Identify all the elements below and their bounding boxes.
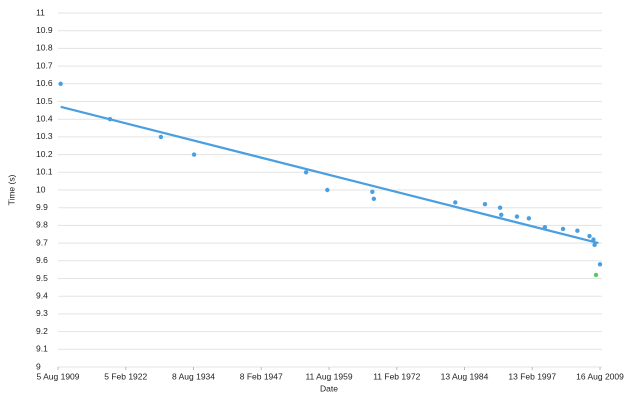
data-point	[526, 216, 532, 221]
x-tick-label: 5 Aug 1909	[36, 371, 79, 381]
y-tick-label: 9.1	[36, 344, 48, 354]
data-point	[597, 262, 603, 267]
y-tick-label: 10.1	[36, 167, 53, 177]
y-axis-label: Time (s)	[6, 174, 16, 205]
data-point	[587, 233, 592, 239]
data-point	[371, 196, 377, 202]
y-tick-label: 10	[36, 184, 46, 194]
data-point	[497, 205, 503, 210]
y-tick-label: 10.7	[36, 60, 53, 70]
x-tick-label: 13 Feb 1997	[508, 371, 556, 381]
y-tick-label: 9	[36, 361, 41, 371]
x-axis-label: Date	[320, 383, 338, 393]
trend-line	[60, 105, 599, 245]
y-tick-label: 9.5	[36, 273, 48, 283]
x-tick-label: 8 Feb 1947	[240, 371, 283, 381]
y-tick-label: 10.9	[36, 25, 53, 35]
x-tick-label: 13 Aug 1984	[441, 371, 489, 381]
y-tick-label: 9.2	[36, 326, 48, 336]
x-tick-label: 11 Feb 1972	[373, 371, 420, 381]
data-point	[325, 187, 330, 193]
y-tick-label: 10.5	[36, 96, 53, 106]
y-tick-label: 10.8	[36, 43, 53, 53]
x-tick-label: 16 Aug 2009	[576, 371, 624, 381]
y-tick-label: 9.9	[36, 202, 48, 212]
y-tick-label: 10.4	[36, 113, 53, 123]
data-point	[592, 242, 597, 248]
y-tick-label: 9.6	[36, 255, 48, 265]
data-point	[303, 170, 309, 175]
y-tick-label: 9.4	[36, 290, 48, 300]
y-tick-label: 10.2	[36, 149, 53, 159]
y-tick-label: 11	[36, 7, 45, 17]
x-tick-label: 8 Aug 1934	[172, 371, 215, 381]
x-tick-label: 11 Aug 1959	[305, 371, 352, 381]
data-point	[514, 214, 520, 219]
y-tick-label: 9.8	[36, 220, 48, 230]
y-tick-label: 9.7	[36, 237, 48, 247]
data-point	[158, 134, 164, 140]
data-point	[370, 189, 375, 194]
data-point	[191, 152, 197, 157]
y-tick-label: 9.3	[36, 308, 48, 318]
x-tick-label: 5 Feb 1922	[104, 371, 147, 381]
data-point	[499, 212, 504, 217]
data-point	[593, 272, 599, 278]
data-point	[58, 81, 63, 87]
y-tick-label: 10.3	[36, 131, 53, 141]
y-tick-label: 10.6	[36, 78, 53, 88]
data-point	[453, 200, 458, 205]
data-point	[575, 228, 580, 233]
data-point	[482, 201, 488, 207]
data-point	[560, 226, 566, 232]
